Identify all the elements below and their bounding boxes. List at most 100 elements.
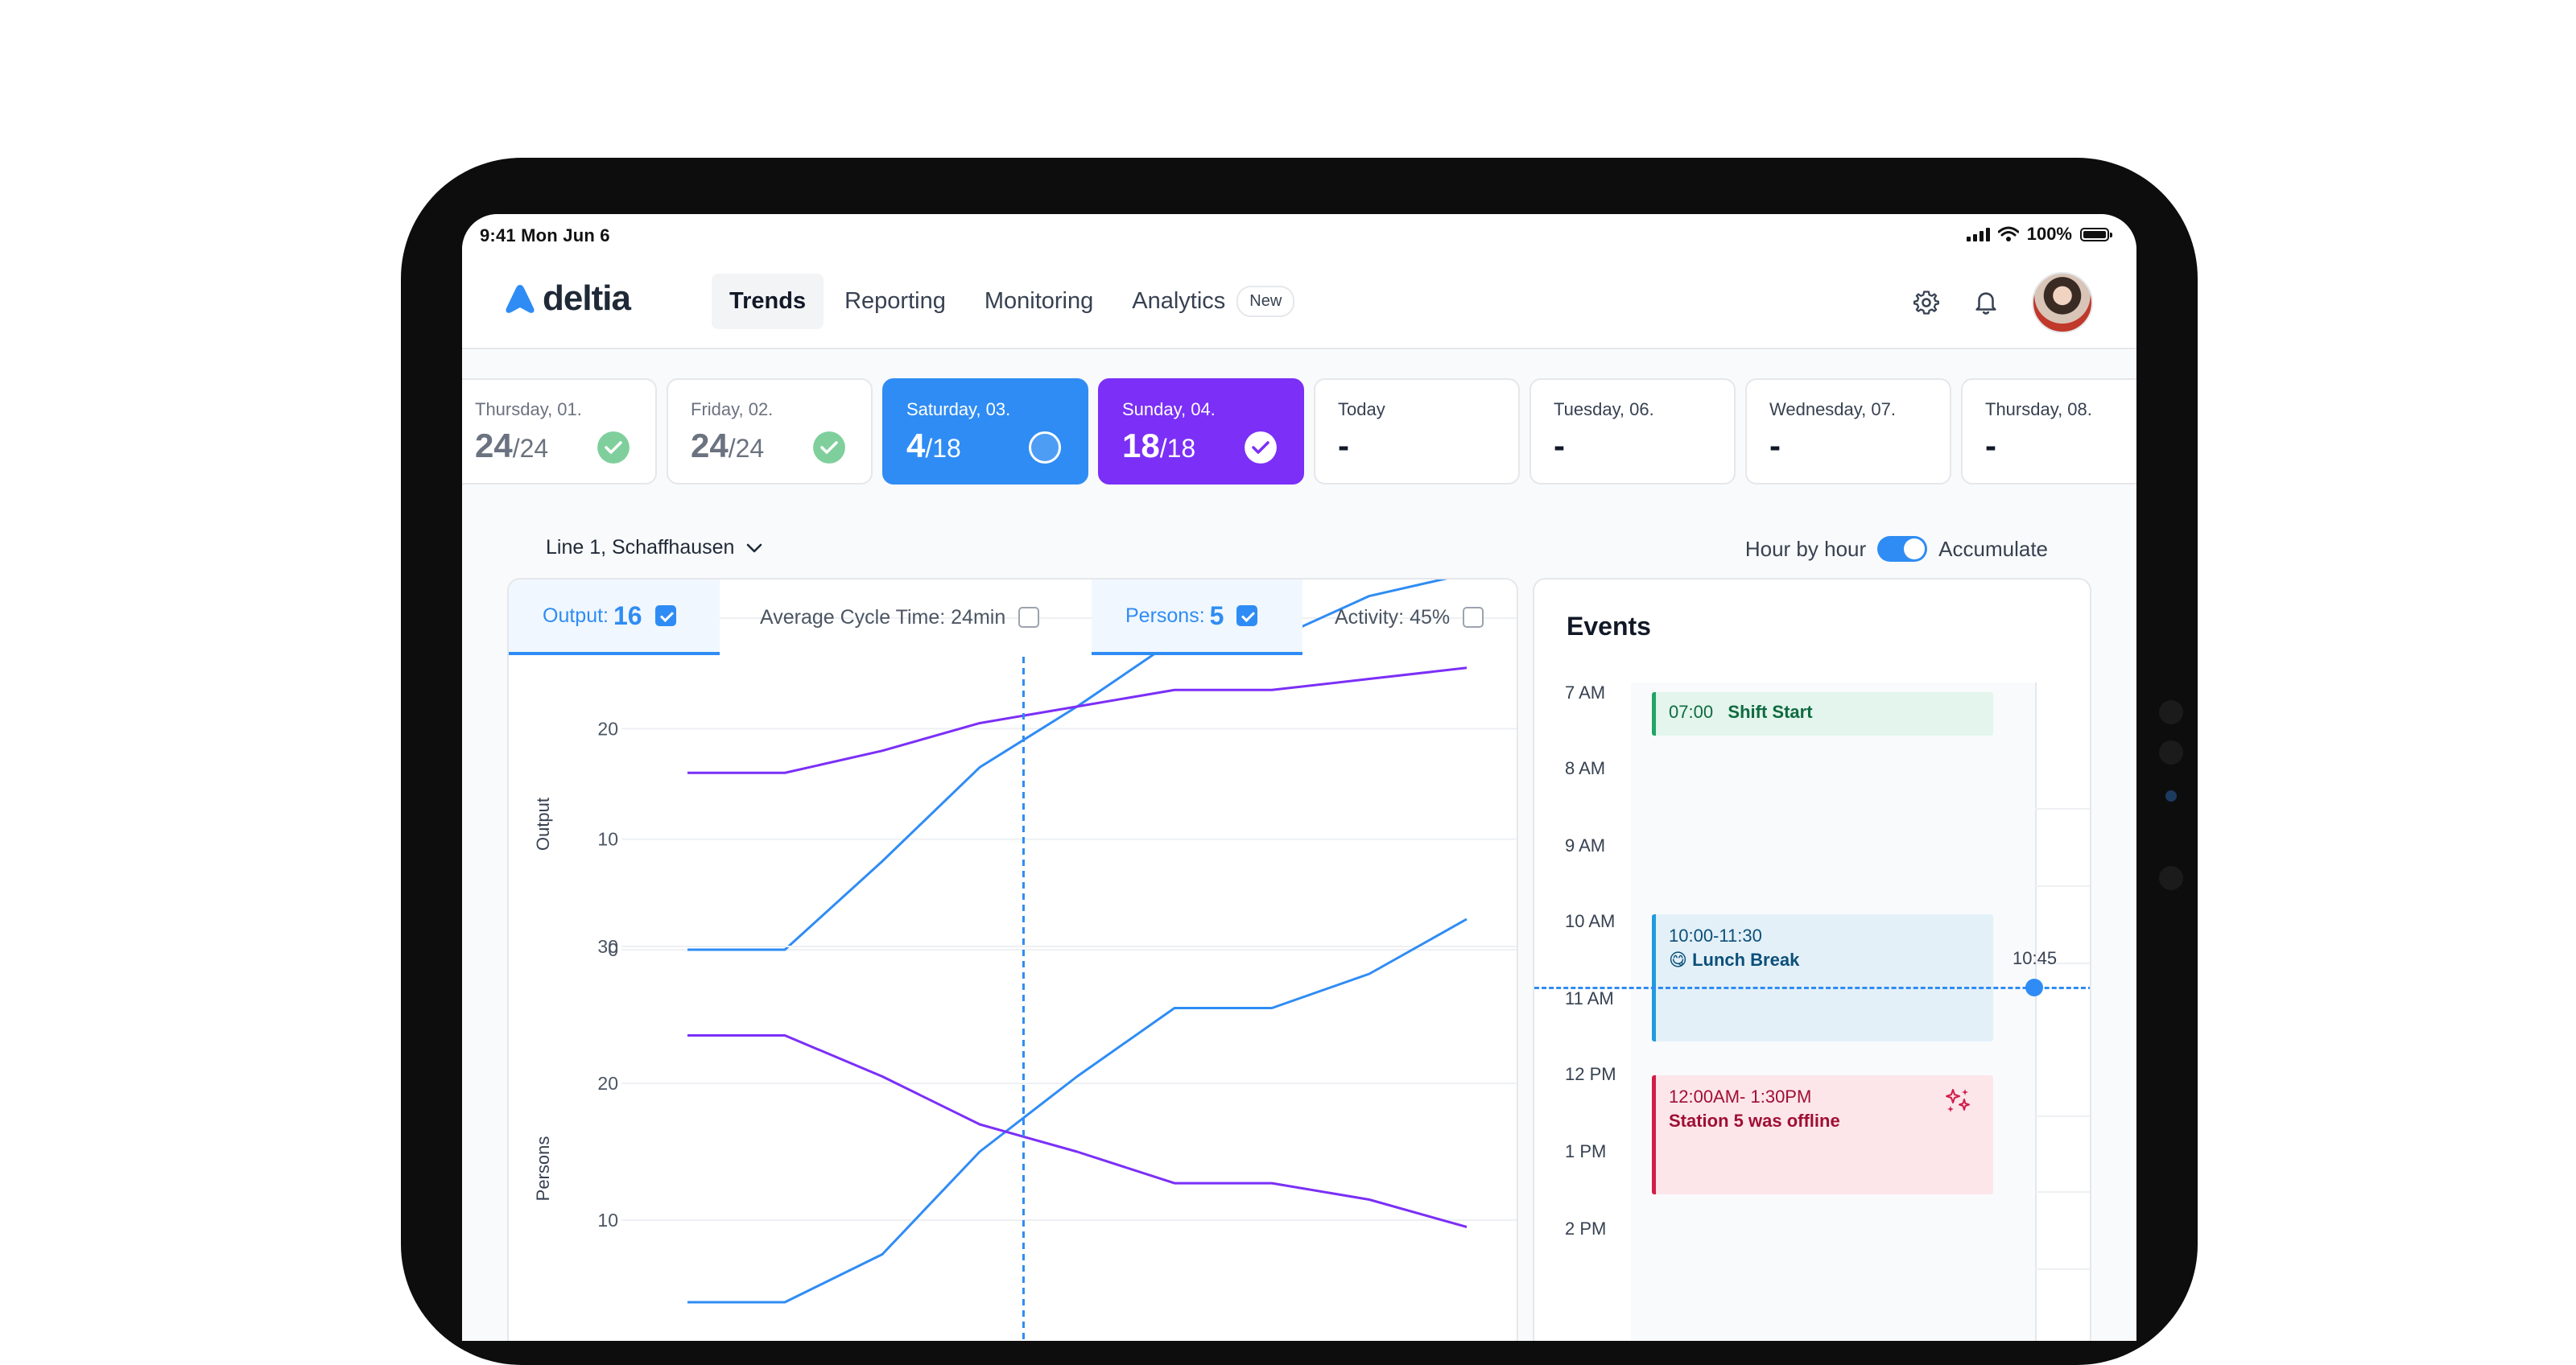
event-time: 12:00AM- 1:30PM xyxy=(1669,1087,1812,1107)
bell-icon[interactable] xyxy=(1972,289,2000,316)
app-screen: 9:41 Mon Jun 6 100% deltia Trends Report… xyxy=(462,214,2136,1341)
series-line-purple xyxy=(687,1034,1468,1228)
day-strip: Thursday, 01. 24/24 Friday, 02. 24/24 Sa… xyxy=(462,378,2136,488)
metric-checkbox[interactable] xyxy=(1463,607,1484,628)
series-line-purple xyxy=(687,666,1468,774)
y-tick-label: 0 xyxy=(608,939,618,960)
day-value: - xyxy=(1554,427,1565,464)
metric-tab-output[interactable]: Output: 16 xyxy=(509,579,720,655)
day-card-thursday-08[interactable]: Thursday, 08. - xyxy=(1961,378,2136,485)
hour-label: 8 AM xyxy=(1565,758,1606,778)
camera-lens xyxy=(2165,790,2177,802)
metric-tab-activity[interactable]: Activity: 45% xyxy=(1302,579,1517,655)
day-value: 24 xyxy=(691,427,729,464)
day-label: Tuesday, 06. xyxy=(1554,399,1654,419)
day-card-wednesday-07[interactable]: Wednesday, 07. - xyxy=(1745,378,1951,485)
day-label: Friday, 02. xyxy=(691,399,774,419)
hour-label: 1 PM xyxy=(1565,1141,1607,1161)
event-emoji: 😋 xyxy=(1669,950,1687,970)
event-title: Station 5 was offline xyxy=(1669,1111,1840,1131)
day-label: Thursday, 01. xyxy=(475,399,582,419)
mode-accumulate[interactable]: Accumulate xyxy=(1938,536,2048,561)
day-card-friday-02[interactable]: Friday, 02. 24/24 xyxy=(667,378,873,485)
brand-name: deltia xyxy=(543,278,631,318)
day-value: 18 xyxy=(1122,427,1160,464)
status-time: 9:41 Mon Jun 6 xyxy=(480,225,610,245)
y-axis-label: Output xyxy=(533,798,553,851)
camera-button xyxy=(2159,740,2183,765)
check-circle-icon xyxy=(597,431,630,464)
accumulate-toggle[interactable] xyxy=(1877,536,1928,562)
y-tick-label: 10 xyxy=(597,1210,618,1231)
event-shift-start[interactable]: 07:00 Shift Start xyxy=(1652,692,1993,736)
wifi-icon xyxy=(1997,226,2019,241)
main-tabs: Trends Reporting Monitoring Analytics Ne… xyxy=(712,274,1295,329)
event-lunch-break[interactable]: 10:00-11:30 😋 Lunch Break xyxy=(1652,914,1993,1041)
grid-line xyxy=(2035,1116,2090,1117)
battery-icon xyxy=(2080,227,2112,241)
status-bar: 9:41 Mon Jun 6 100% xyxy=(462,214,2136,254)
day-total: /18 xyxy=(925,434,961,463)
grid-line xyxy=(2035,1268,2090,1270)
tab-monitoring[interactable]: Monitoring xyxy=(984,288,1094,314)
check-circle-icon xyxy=(1245,431,1277,464)
current-time-marker[interactable] xyxy=(2025,979,2043,996)
progress-circle-icon xyxy=(1029,431,1061,464)
day-card-saturday-03[interactable]: Saturday, 03. 4/18 xyxy=(882,378,1088,485)
metric-checkbox[interactable] xyxy=(654,605,676,626)
y-axis-label: Persons xyxy=(533,1136,553,1202)
metric-label: Activity: 45% xyxy=(1335,605,1451,629)
day-total: /24 xyxy=(728,434,765,463)
tab-reporting[interactable]: Reporting xyxy=(844,288,946,314)
events-panel: Events 7 AM 8 AM 9 AM 10 AM 11 AM 12 PM … xyxy=(1533,578,2091,1341)
events-grid-border xyxy=(2035,682,2037,1341)
day-label: Sunday, 04. xyxy=(1122,399,1216,419)
event-station-offline[interactable]: 12:00AM- 1:30PM Station 5 was offline xyxy=(1652,1075,1993,1194)
series-line-blue xyxy=(687,918,1468,1304)
grid-line xyxy=(2035,963,2090,964)
sparkles-icon[interactable] xyxy=(1943,1087,1972,1116)
event-time: 10:00-11:30 xyxy=(1669,926,1762,946)
metric-tab-cycle-time[interactable]: Average Cycle Time: 24min xyxy=(720,579,1092,655)
day-card-tuesday-06[interactable]: Tuesday, 06. - xyxy=(1530,378,1736,485)
signal-icon xyxy=(1966,227,1990,241)
tab-trends[interactable]: Trends xyxy=(712,274,824,329)
day-total: /24 xyxy=(512,434,549,463)
trend-chart: 0102030Output102030Persons xyxy=(533,579,1517,1341)
top-navigation: deltia Trends Reporting Monitoring Analy… xyxy=(462,254,2136,349)
current-time-line xyxy=(1534,987,2090,989)
hour-label: 9 AM xyxy=(1565,835,1606,856)
y-tick-label: 10 xyxy=(597,829,618,850)
mode-hour-by-hour[interactable]: Hour by hour xyxy=(1744,536,1867,561)
chevron-down-icon xyxy=(747,543,762,552)
metric-checkbox[interactable] xyxy=(1018,607,1040,628)
new-badge: New xyxy=(1236,286,1295,317)
metric-checkbox[interactable] xyxy=(1236,605,1258,626)
gear-icon[interactable] xyxy=(1913,289,1940,316)
filter-row: Line 1, Schaffhausen Hour by hour Accumu… xyxy=(462,531,2136,571)
event-title: Shift Start xyxy=(1728,702,1813,722)
metric-label: Average Cycle Time: 24min xyxy=(760,605,1006,629)
check-circle-icon xyxy=(813,431,845,464)
deltia-logo-icon xyxy=(506,285,535,313)
day-label: Wednesday, 07. xyxy=(1769,399,1896,419)
day-card-today[interactable]: Today - xyxy=(1314,378,1520,485)
user-avatar[interactable] xyxy=(2032,272,2093,333)
day-label: Today xyxy=(1338,399,1385,419)
brand-logo[interactable]: deltia xyxy=(504,278,631,319)
mode-switch: Hour by hour Accumulate xyxy=(1745,536,2048,562)
trend-chart-card: 0102030Output102030Persons Output: 16 Av… xyxy=(507,578,1518,1341)
event-title: Lunch Break xyxy=(1692,950,1800,970)
day-label: Saturday, 03. xyxy=(906,399,1011,419)
day-card-thursday-01[interactable]: Thursday, 01. 24/24 xyxy=(462,378,657,485)
line-select[interactable]: Line 1, Schaffhausen xyxy=(546,536,763,559)
day-total: /18 xyxy=(1159,434,1196,463)
day-value: 24 xyxy=(475,427,513,464)
tab-analytics[interactable]: Analytics xyxy=(1132,288,1226,314)
hour-label: 2 PM xyxy=(1565,1219,1607,1239)
day-card-sunday-04[interactable]: Sunday, 04. 18/18 xyxy=(1098,378,1304,485)
metric-tabs: Output: 16 Average Cycle Time: 24min Per… xyxy=(509,579,1517,657)
event-time: 07:00 xyxy=(1669,702,1714,722)
metric-label: Output: xyxy=(543,604,609,627)
metric-tab-persons[interactable]: Persons: 5 xyxy=(1092,579,1302,655)
